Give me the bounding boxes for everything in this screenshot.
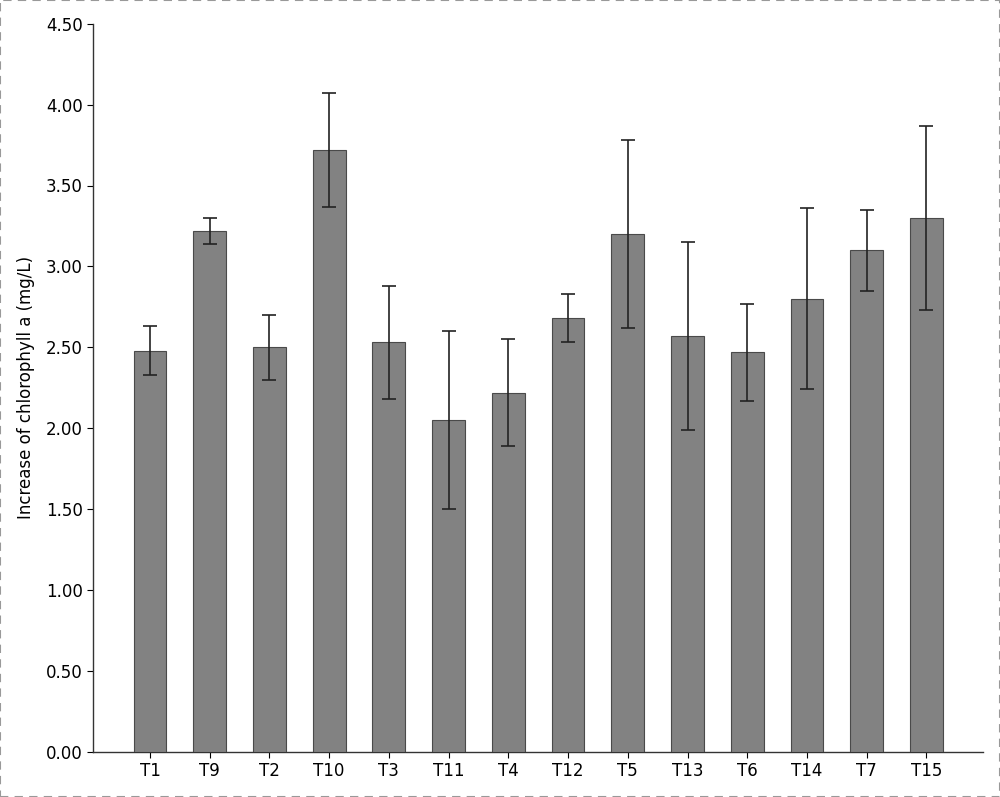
- Y-axis label: Increase of chlorophyll a (mg/L): Increase of chlorophyll a (mg/L): [17, 256, 35, 520]
- Bar: [313, 150, 346, 752]
- Bar: [850, 250, 883, 752]
- Bar: [134, 351, 166, 752]
- Bar: [671, 336, 704, 752]
- Bar: [193, 231, 226, 752]
- Bar: [791, 299, 823, 752]
- Bar: [492, 393, 525, 752]
- Bar: [552, 318, 584, 752]
- Bar: [910, 218, 943, 752]
- Bar: [372, 343, 405, 752]
- Bar: [611, 234, 644, 752]
- Bar: [432, 420, 465, 752]
- Bar: [253, 347, 286, 752]
- Bar: [731, 352, 764, 752]
